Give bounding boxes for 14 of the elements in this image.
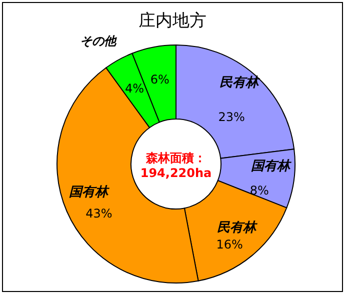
data-label: 8% [250,184,269,198]
slice-label: 民有林 [219,76,260,91]
text: 194,220ha [140,166,212,180]
data-label: 43% [86,206,112,220]
text: 森林面積： [145,151,206,165]
slice-label: 国有林 [250,158,292,174]
slice-label: 国有林 [69,184,110,200]
chart-title: 庄内地方 [138,11,206,31]
data-label: 6% [150,72,170,87]
data-label: 4% [125,82,144,96]
slice-label: その他 [80,34,117,48]
slice-label: 民有林 [217,220,258,236]
data-label: 23% [218,110,245,124]
data-label: 16% [216,238,243,252]
